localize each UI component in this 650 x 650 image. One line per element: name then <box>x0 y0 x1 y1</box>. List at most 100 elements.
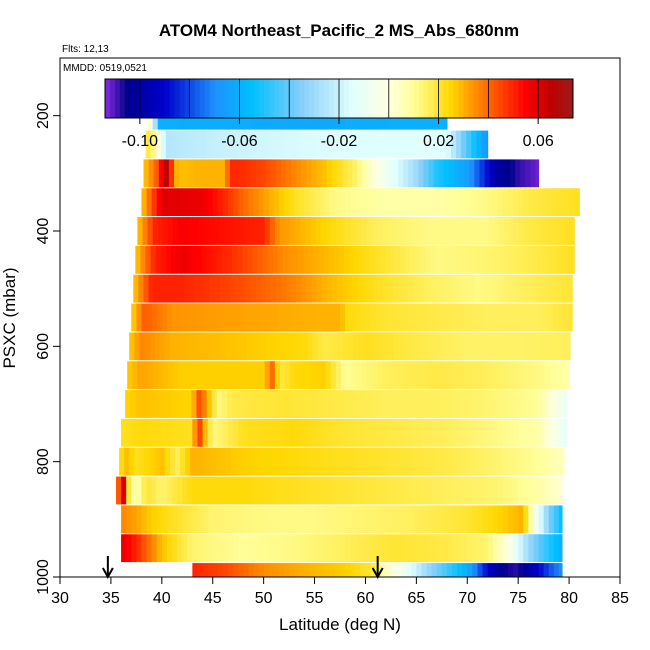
heatmap-cell <box>467 505 473 534</box>
heatmap-cell <box>225 447 232 476</box>
heatmap-cell <box>452 563 458 577</box>
heatmap-cell <box>344 130 350 159</box>
heatmap-cell <box>331 159 338 188</box>
colorbar-swatch <box>503 79 509 118</box>
heatmap-cell <box>564 188 570 217</box>
heatmap-cell <box>324 563 331 577</box>
heatmap-cell <box>229 361 235 390</box>
colorbar-swatch <box>334 79 340 118</box>
heatmap-cell <box>197 534 204 563</box>
heatmap-cell <box>360 476 367 505</box>
heatmap-cell <box>131 534 137 563</box>
heatmap-cell <box>494 274 501 303</box>
heatmap-cell <box>329 188 336 217</box>
heatmap-cell <box>278 534 285 563</box>
heatmap-cell <box>140 390 147 418</box>
heatmap-cell <box>492 188 499 217</box>
heatmap-cell <box>462 563 468 577</box>
heatmap-cell <box>364 390 371 418</box>
heatmap-cell <box>228 418 234 447</box>
heatmap-cell <box>308 245 315 274</box>
heatmap-cell <box>304 476 311 505</box>
heatmap-cell <box>371 361 378 390</box>
heatmap-cell <box>275 159 282 188</box>
heatmap-cell <box>160 390 167 418</box>
heatmap-cell <box>365 505 372 534</box>
heatmap-cell <box>262 390 269 418</box>
y-tick-label: 200 <box>35 102 52 129</box>
heatmap-cell <box>448 159 455 188</box>
heatmap-cell <box>431 476 438 505</box>
heatmap-cell <box>513 303 519 332</box>
heatmap-cell <box>359 390 366 418</box>
heatmap-cell <box>486 390 493 418</box>
heatmap-cell <box>345 418 351 447</box>
heatmap-cell <box>538 418 545 447</box>
heatmap-cell <box>573 245 575 274</box>
heatmap-cell <box>492 534 499 563</box>
heatmap-cell <box>350 303 356 332</box>
heatmap-cell <box>160 245 167 274</box>
heatmap-cell <box>425 245 432 274</box>
heatmap-row <box>129 332 571 361</box>
heatmap-cell <box>528 534 535 563</box>
heatmap-cell <box>525 274 531 303</box>
heatmap-cell <box>199 159 206 188</box>
heatmap-cell <box>411 534 417 563</box>
heatmap-cell <box>385 534 392 563</box>
heatmap-cell <box>458 361 464 390</box>
heatmap-cell <box>523 563 529 577</box>
heatmap-cell <box>216 130 223 159</box>
heatmap-cell <box>356 217 362 245</box>
heatmap-cell <box>298 130 304 159</box>
heatmap-cell <box>139 447 146 476</box>
heatmap-cell <box>355 563 361 577</box>
heatmap-cell <box>313 245 320 274</box>
heatmap-cell <box>394 130 401 159</box>
heatmap-cell <box>250 159 257 188</box>
heatmap-cell <box>414 447 421 476</box>
heatmap-cell <box>303 130 310 159</box>
heatmap-cell <box>370 303 377 332</box>
heatmap-cell <box>370 418 377 447</box>
heatmap-cell <box>524 217 530 245</box>
heatmap-cell <box>365 563 372 577</box>
heatmap-cell <box>548 476 555 505</box>
heatmap-cell <box>208 217 215 245</box>
heatmap-cell <box>334 534 341 563</box>
heatmap-cell <box>423 159 430 188</box>
heatmap-cell <box>558 476 563 505</box>
heatmap-cell <box>482 188 489 217</box>
heatmap-cell <box>174 274 180 303</box>
y-axis: 200 400 600 800 1000 <box>35 102 60 595</box>
heatmap-cell <box>330 217 337 245</box>
heatmap-cell <box>224 159 231 188</box>
heatmap-cell <box>329 476 336 505</box>
heatmap-cell <box>477 188 484 217</box>
heatmap-cell <box>133 274 139 303</box>
heatmap-cell <box>548 563 555 577</box>
colorbar-swatch <box>468 79 474 118</box>
heatmap-cell <box>233 534 239 563</box>
heatmap-cell <box>273 563 280 577</box>
heatmap-cell <box>207 563 214 577</box>
colorbar-swatch <box>124 79 131 118</box>
heatmap-cell <box>142 361 149 390</box>
heatmap-cell <box>574 188 580 217</box>
heatmap-cell <box>493 361 500 390</box>
heatmap-cell <box>441 188 448 217</box>
heatmap-cell <box>368 447 375 476</box>
heatmap-cell <box>377 274 384 303</box>
heatmap-cell <box>431 563 438 577</box>
heatmap-cell <box>513 534 519 563</box>
heatmap-cell <box>421 418 428 447</box>
colorbar-swatch <box>244 79 250 118</box>
heatmap-cell <box>251 332 258 361</box>
heatmap-cell <box>243 534 249 563</box>
colorbar-swatch <box>403 79 410 118</box>
colorbar-swatch <box>154 79 161 118</box>
heatmap-cell <box>517 245 523 274</box>
heatmap-cell <box>284 505 290 534</box>
heatmap-cell <box>273 303 280 332</box>
heatmap-cell <box>397 361 403 390</box>
